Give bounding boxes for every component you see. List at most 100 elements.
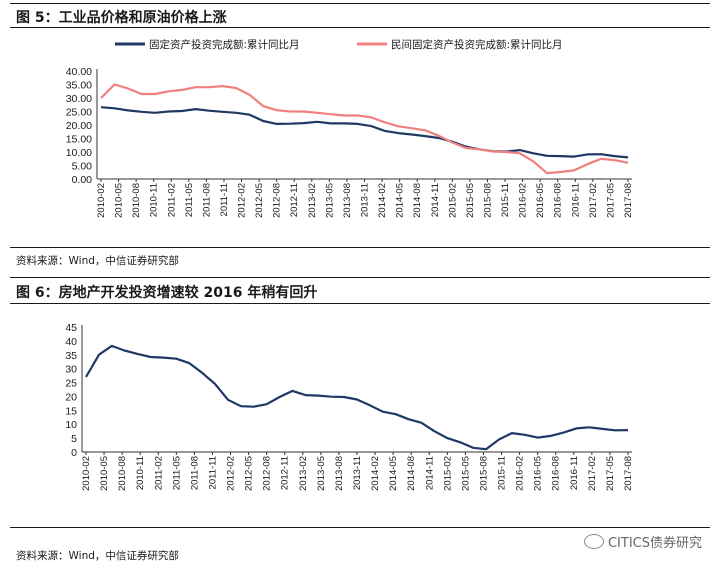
x-tick-label: 2015-02 — [442, 456, 453, 491]
x-tick-label: 2010-02 — [96, 183, 107, 218]
x-tick-label: 2012-05 — [254, 183, 265, 218]
x-tick-label: 2015-08 — [478, 456, 489, 491]
x-tick-label: 2015-11 — [500, 183, 511, 217]
y-tick-label: 15.00 — [66, 134, 92, 146]
legend-label-1: 民间固定资产投资完成额:累计同比月 — [391, 38, 563, 51]
x-tick-label: 2010-05 — [114, 183, 125, 218]
legend-label-0: 固定资产投资完成额:累计同比月 — [149, 38, 300, 51]
x-tick-label: 2017-05 — [605, 456, 616, 491]
figure-5-source: 资料来源：Wind，中信证券研究部 — [16, 255, 179, 267]
x-tick-label: 2015-02 — [447, 183, 458, 218]
x-tick-label: 2012-02 — [226, 456, 237, 491]
x-tick-label: 2017-08 — [623, 456, 634, 491]
y-tick-label: 10 — [65, 419, 77, 431]
x-tick-label: 2013-05 — [324, 183, 335, 218]
y-tick-label: 45 — [65, 322, 77, 334]
x-tick-label: 2010-08 — [117, 456, 128, 491]
y-tick-label: 0.00 — [72, 174, 93, 186]
x-tick-label: 2015-08 — [482, 183, 493, 218]
x-tick-label: 2015-11 — [497, 456, 508, 490]
x-tick-label: 2014-08 — [406, 456, 417, 491]
x-tick-label: 2016-05 — [535, 183, 546, 218]
x-tick-label: 2016-08 — [553, 183, 564, 218]
figure-6-source-rule — [10, 527, 710, 528]
x-tick-label: 2014-11 — [424, 456, 435, 490]
figure-6-source: 资料来源：Wind，中信证券研究部 — [16, 550, 179, 562]
x-tick-label: 2016-02 — [518, 183, 529, 218]
x-tick-label: 2013-11 — [360, 183, 371, 217]
figure-6-top-rule — [10, 277, 710, 278]
x-tick-label: 2017-08 — [623, 183, 634, 218]
x-tick-label: 2010-11 — [135, 456, 146, 490]
watermark: CITICS债券研究 — [583, 532, 702, 551]
x-tick-label: 2010-08 — [131, 183, 142, 218]
y-tick-label: 35.00 — [66, 80, 92, 92]
x-tick-label: 2016-11 — [569, 456, 580, 490]
x-tick-label: 2011-05 — [184, 183, 195, 217]
y-tick-label: 10.00 — [66, 147, 92, 159]
x-tick-label: 2011-08 — [189, 456, 200, 490]
x-tick-label: 2011-11 — [219, 183, 230, 216]
y-tick-label: 30 — [65, 364, 77, 376]
y-tick-label: 0 — [71, 447, 77, 459]
x-tick-label: 2012-11 — [289, 183, 300, 217]
y-tick-label: 40.00 — [66, 66, 92, 78]
x-tick-label: 2012-11 — [280, 456, 291, 490]
top-rule — [10, 3, 710, 4]
y-tick-label: 5 — [71, 433, 77, 445]
x-tick-label: 2012-08 — [262, 456, 273, 491]
x-tick-label: 2010-11 — [149, 183, 160, 217]
figure-6-title-rule — [10, 303, 710, 304]
x-tick-label: 2012-05 — [244, 456, 255, 491]
x-tick-label: 2015-05 — [460, 456, 471, 491]
x-tick-label: 2014-02 — [377, 183, 388, 218]
x-tick-label: 2011-02 — [153, 456, 164, 490]
y-tick-label: 15 — [65, 405, 77, 417]
x-tick-label: 2011-05 — [171, 456, 182, 490]
x-tick-label: 2013-02 — [298, 456, 309, 491]
x-tick-label: 2011-11 — [207, 456, 218, 489]
x-tick-label: 2017-02 — [588, 183, 599, 218]
x-tick-label: 2014-08 — [412, 183, 423, 218]
x-tick-label: 2016-11 — [570, 183, 581, 217]
x-tick-label: 2013-02 — [307, 183, 318, 218]
x-tick-label: 2012-08 — [272, 183, 283, 218]
x-tick-label: 2011-08 — [201, 183, 212, 217]
x-tick-label: 2013-08 — [342, 183, 353, 218]
x-tick-label: 2015-05 — [465, 183, 476, 218]
wechat-icon — [583, 534, 604, 549]
figure-6-title: 图 6：房地产开发投资增速较 2016 年稍有回升 — [16, 285, 318, 301]
x-tick-label: 2017-05 — [605, 183, 616, 218]
x-tick-label: 2016-02 — [515, 456, 526, 491]
figure-5-title-rule — [10, 27, 710, 28]
x-tick-label: 2011-02 — [166, 183, 177, 217]
x-tick-label: 2010-02 — [81, 456, 92, 491]
y-tick-label: 5.00 — [72, 161, 93, 173]
y-tick-label: 20 — [65, 391, 77, 403]
x-tick-label: 2014-05 — [395, 183, 406, 218]
figure-5-source-rule — [10, 247, 710, 248]
x-tick-label: 2013-05 — [316, 456, 327, 491]
x-tick-label: 2014-11 — [430, 183, 441, 217]
series-line-0 — [85, 344, 629, 451]
x-tick-label: 2014-02 — [370, 456, 381, 491]
x-tick-label: 2013-08 — [334, 456, 345, 491]
watermark-text: CITICS债券研究 — [607, 536, 702, 551]
x-tick-label: 2010-05 — [99, 456, 110, 491]
x-tick-label: 2016-05 — [533, 456, 544, 491]
y-tick-label: 40 — [65, 336, 77, 348]
x-tick-label: 2014-05 — [388, 456, 399, 491]
y-tick-label: 25 — [65, 378, 77, 390]
y-tick-label: 20.00 — [66, 120, 92, 132]
x-tick-label: 2012-02 — [237, 183, 248, 218]
series-line-1 — [100, 83, 629, 175]
y-tick-label: 35 — [65, 350, 77, 362]
y-tick-label: 25.00 — [66, 107, 92, 119]
x-tick-label: 2016-08 — [551, 456, 562, 491]
y-tick-label: 30.00 — [66, 93, 92, 105]
x-tick-label: 2017-02 — [587, 456, 598, 491]
x-tick-label: 2013-11 — [352, 456, 363, 490]
figure-5-title: 图 5：工业品价格和原油价格上涨 — [16, 10, 227, 26]
